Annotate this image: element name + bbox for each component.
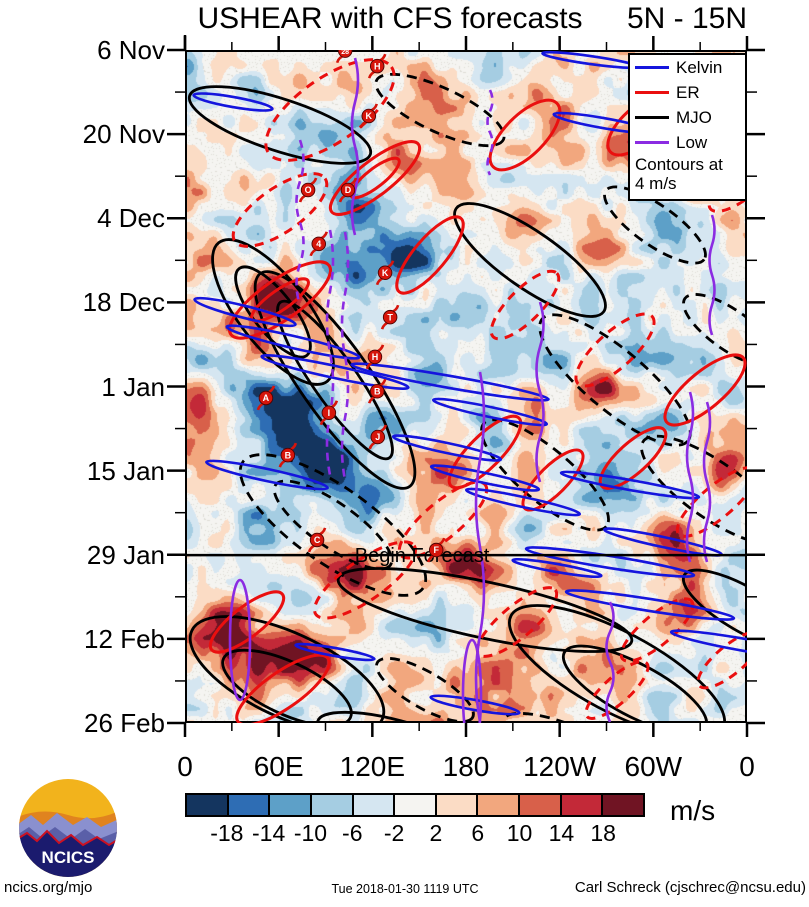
legend-item-low: Low [630,130,745,155]
legend-line-sample [635,66,669,69]
y-axis-tick-label: 6 Nov [97,35,165,65]
colorbar-units-label: m/s [670,795,716,826]
colorbar-segment [395,795,437,815]
colorbar-tick-label: 18 [590,820,616,846]
logo-text: NCICS [42,848,95,867]
colorbar-tick-label: 2 [429,820,443,846]
y-axis-tick-label: 18 Dec [82,287,165,318]
y-axis-tick-label: 15 Jan [86,455,165,486]
footer-url: ncics.org/mjo [4,879,93,896]
colorbar-tick-label: -10 [293,820,328,846]
colorbar-segment [228,795,271,815]
colorbar-tick-label: -18 [210,820,244,846]
colorbar-tick-label: 10 [506,820,533,846]
x-axis-tick-label: 180 [442,751,490,782]
colorbar-tick-label: -2 [383,820,405,846]
footer-timestamp: Tue 2018-01-30 1119 UTC [331,882,479,896]
contour-interval-note-line1: Contours at [635,155,723,174]
legend-line-sample [635,91,669,94]
legend-line-sample [635,141,669,144]
x-axis-tick-label: 60W [624,751,683,782]
legend-item-label: MJO [676,107,712,127]
y-axis-tick-label: 29 Jan [86,539,165,570]
legend-line-sample [635,116,669,119]
y-axis-tick-label: 26 Feb [84,708,165,738]
wave-legend: Kelvin ER MJO Low Contours at 4 m/s [628,53,747,201]
page-title: USHEAR with CFS forecasts [197,2,583,35]
contour-interval-note-line2: 4 m/s [635,174,677,193]
x-axis-tick-label: 0 [739,751,755,782]
legend-item-label: Kelvin [676,57,723,77]
x-axis-tick-label: 60E [253,751,304,782]
colorbar-segment [520,795,562,815]
colorbar-tick-label: -6 [342,820,363,846]
colorbar-tick-label: -14 [252,820,286,846]
x-axis-tick-label: 0 [177,751,193,782]
colorbar-tick-label: 14 [548,820,575,846]
y-axis-tick-label: 12 Feb [84,623,165,654]
y-axis-tick-label: 20 Nov [82,119,165,150]
colorbar-segment [561,795,604,815]
colorbar-segment [478,795,521,815]
legend-item-kelvin: Kelvin [630,55,745,80]
x-axis-tick-label: 120E [339,751,406,782]
legend-item-er: ER [630,80,745,105]
legend-rows: Kelvin ER MJO Low [630,55,745,155]
y-axis-tick-label: 1 Jan [101,371,165,402]
legend-item-label: Low [676,132,708,152]
y-axis-tick-label: 4 Dec [97,203,165,234]
colorbar-tick-label: 6 [471,820,485,846]
colorbar-segment [603,795,644,815]
colorbar [185,793,645,817]
colorbar-segment [187,795,229,815]
logo-mountains-near [19,829,117,877]
colorbar-segment [270,795,312,815]
colorbar-segment [436,795,479,815]
colorbar-segment [311,795,354,815]
latitude-band-label: 5N - 15N [626,2,747,35]
x-axis-tick-label: 120W [523,751,597,782]
legend-item-label: ER [676,82,700,102]
ncics-logo: NCICS [19,779,117,877]
legend-item-mjo: MJO [630,105,745,130]
footer-author: Carl Schreck (cjschrec@ncsu.edu) [574,879,806,896]
colorbar-segment [353,795,396,815]
